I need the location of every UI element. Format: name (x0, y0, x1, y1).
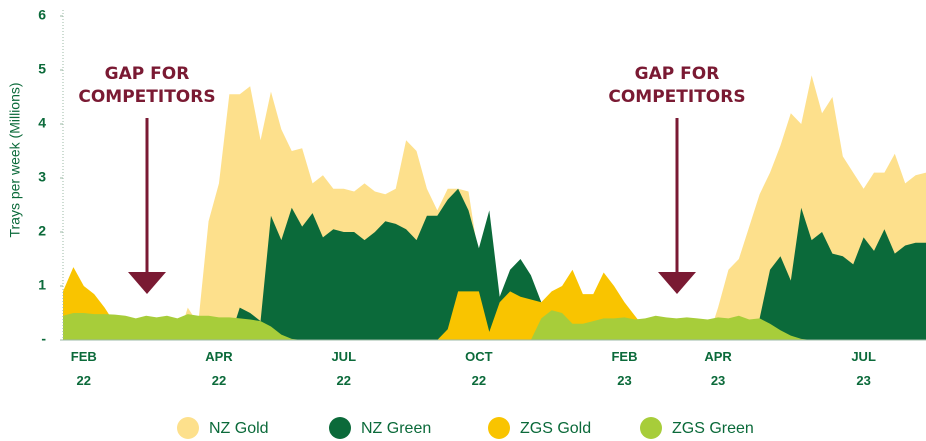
legend-label: ZGS Green (672, 420, 754, 437)
y-tick-label: 1 (38, 277, 46, 293)
legend-label: NZ Gold (209, 420, 269, 437)
y-axis-label: Trays per week (Millions) (7, 82, 23, 237)
x-tick-label: APR 23 (704, 349, 732, 388)
annotation: GAP FOR COMPETITORS (608, 64, 746, 294)
area (63, 267, 926, 340)
legend-swatch (488, 417, 510, 439)
legend-swatch (640, 417, 662, 439)
annotation: GAP FOR COMPETITORS (78, 64, 216, 294)
x-tick-label: OCT 22 (465, 349, 493, 388)
y-tick-label: 6 (38, 7, 46, 23)
annotation-line: COMPETITORS (78, 87, 215, 107)
legend-label: NZ Green (361, 420, 431, 437)
legend-label: ZGS Gold (520, 420, 591, 437)
x-tick-label: FEB 22 (71, 349, 97, 388)
legend-swatch (329, 417, 351, 439)
legend-item: NZ Gold (177, 417, 269, 439)
x-tick-label: FEB 23 (611, 349, 637, 388)
arrow-head (128, 272, 166, 294)
annotation-line: GAP FOR (635, 64, 720, 84)
area (63, 310, 926, 340)
x-tick-label: APR 22 (205, 349, 233, 388)
legend-item: ZGS Gold (488, 417, 591, 439)
annotation-line: GAP FOR (105, 64, 190, 84)
annotation-line: COMPETITORS (608, 87, 745, 107)
y-tick-label: 3 (38, 169, 46, 185)
area (63, 188, 926, 340)
arrow-head (658, 272, 696, 294)
plot-area (63, 75, 926, 341)
y-tick-label: 2 (38, 223, 46, 239)
y-tick-label: 5 (38, 61, 46, 77)
y-tick-label: - (41, 331, 46, 347)
legend-item: ZGS Green (640, 417, 754, 439)
y-tick-label: 4 (38, 115, 46, 131)
x-tick-label: JUL 22 (331, 349, 356, 388)
legend-swatch (177, 417, 199, 439)
legend-item: NZ Green (329, 417, 431, 439)
x-tick-label: JUL 23 (851, 349, 876, 388)
